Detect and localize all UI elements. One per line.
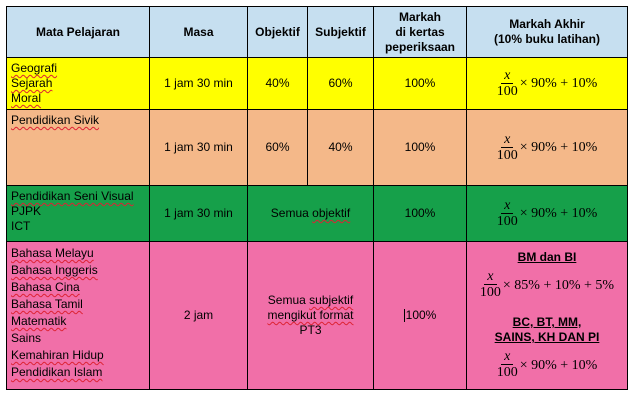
objective-cell: 60% (247, 109, 308, 186)
subject-list: Pendidikan Sivik (6, 109, 150, 186)
time-cell: 1 jam 30 min (149, 57, 248, 110)
final-formula-cell: BM dan BI x 100 × 85% + 10% + 5% BC, BT, … (466, 241, 628, 390)
formula: x 100 × 90% + 10% (496, 349, 598, 380)
final-formula-cell: x 100 × 90% + 10% (466, 185, 628, 242)
paper-marks-cell: 100% (373, 109, 467, 186)
final-formula-cell: x 100 × 90% + 10% (466, 109, 628, 186)
type-cell: Semua subjektif mengikut format PT3 (247, 241, 374, 390)
formula: x 100 × 90% + 10% (496, 67, 598, 99)
type-cell: Semua objektif (247, 185, 374, 242)
table-row: Geografi Sejarah Moral 1 jam 30 min 40% … (6, 57, 628, 110)
time-cell: 2 jam (149, 241, 248, 390)
table-row: Pendidikan Seni Visual PJPK ICT 1 jam 30… (6, 185, 628, 242)
subject-list: Bahasa Melayu Bahasa Inggeris Bahasa Cin… (6, 241, 150, 390)
subjective-cell: 60% (307, 57, 374, 110)
header-objective: Objektif (247, 6, 308, 58)
formula: x 100 × 85% + 10% + 5% (479, 269, 615, 300)
header-subjective: Subjektif (307, 6, 374, 58)
header-paper-marks: Markah di kertas peperiksaan (373, 6, 467, 58)
subject-list: Pendidikan Seni Visual PJPK ICT (6, 185, 150, 242)
time-cell: 1 jam 30 min (149, 185, 248, 242)
table-row: Pendidikan Sivik 1 jam 30 min 60% 40% 10… (6, 109, 628, 186)
header-time: Masa (149, 6, 248, 58)
paper-marks-cell: 100% (373, 57, 467, 110)
objective-cell: 40% (247, 57, 308, 110)
paper-marks-cell: 100% (373, 241, 467, 390)
text-cursor (403, 309, 405, 323)
header-subject: Mata Pelajaran (6, 6, 150, 58)
paper-marks-cell: 100% (373, 185, 467, 242)
final-formula-cell: x 100 × 90% + 10% (466, 57, 628, 110)
subjective-cell: 40% (307, 109, 374, 186)
header-final-marks: Markah Akhir (10% buku latihan) (466, 6, 628, 58)
subject-list: Geografi Sejarah Moral (6, 57, 150, 110)
marks-table: Mata Pelajaran Masa Objektif Subjektif M… (6, 6, 628, 390)
formula: x 100 × 90% + 10% (496, 131, 598, 163)
table-row: Bahasa Melayu Bahasa Inggeris Bahasa Cin… (6, 241, 628, 390)
formula: x 100 × 90% + 10% (496, 197, 598, 229)
time-cell: 1 jam 30 min (149, 109, 248, 186)
